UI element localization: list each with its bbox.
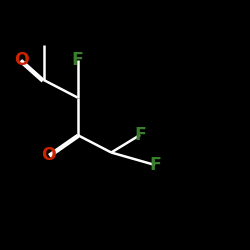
- Text: F: F: [72, 51, 84, 69]
- Text: O: O: [42, 146, 56, 164]
- Text: F: F: [149, 156, 161, 174]
- Text: F: F: [134, 126, 146, 144]
- Text: O: O: [14, 51, 28, 69]
